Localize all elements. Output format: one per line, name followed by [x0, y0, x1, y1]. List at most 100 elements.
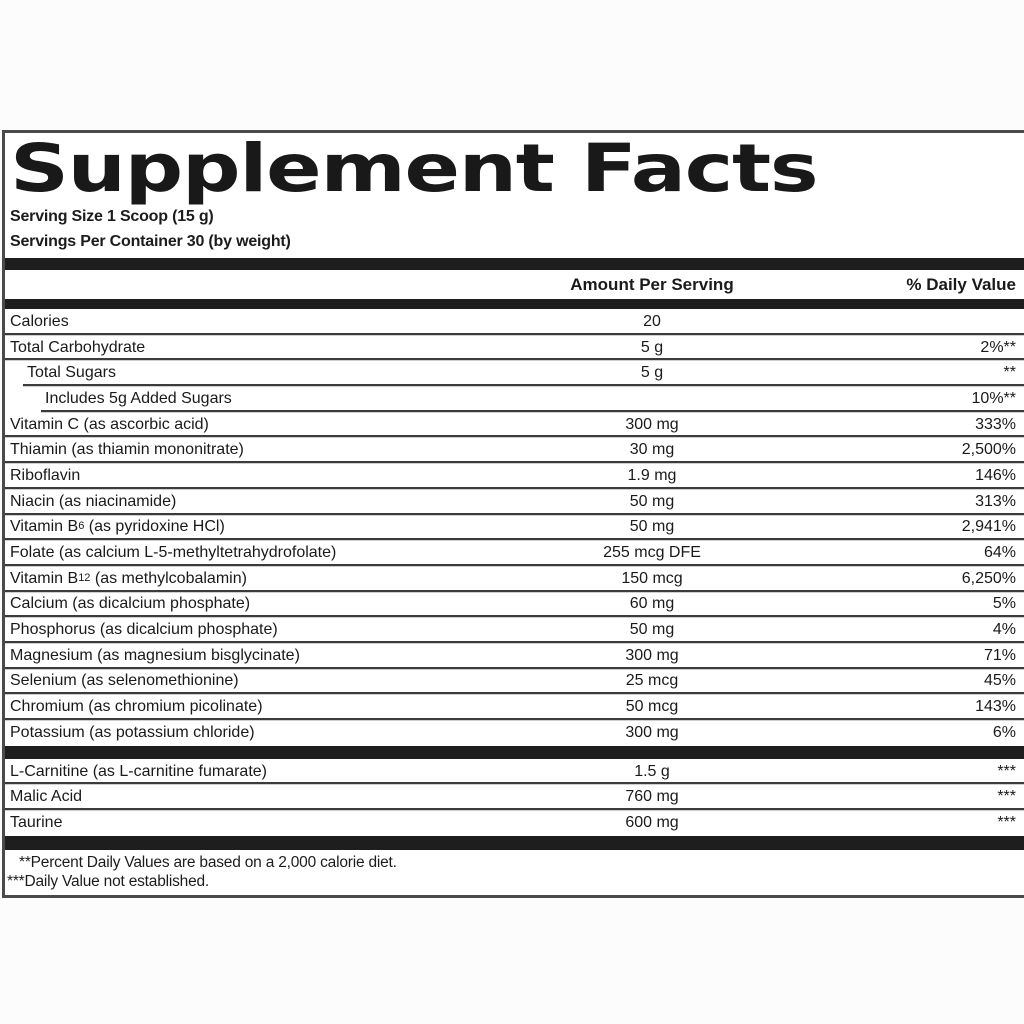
nutrient-name: Vitamin C (as ascorbic acid)	[5, 416, 492, 434]
nutrient-name: Vitamin B12 (as methylcobalamin)	[5, 570, 492, 588]
nutrient-name-text: Vitamin B	[10, 569, 79, 587]
nutrient-name: Potassium (as potassium chloride)	[5, 724, 492, 742]
amount-value: 255 mcg DFE	[603, 544, 701, 562]
amount-value: 300 mg	[625, 723, 679, 741]
nutrient-name-text: Total Carbohydrate	[10, 338, 146, 356]
amount-value: 1.5 g	[634, 762, 670, 780]
nutrient-row: Taurine 600 mg ***	[5, 810, 1024, 836]
amount-value: 25 mcg	[625, 672, 679, 690]
daily-value: ***	[997, 788, 1016, 806]
other-ingredients-table: L-Carnitine (as L-carnitine fumarate) 1.5…	[5, 759, 1024, 836]
nutrient-row: Chromium (as chromium picolinate) 50 mcg 1…	[5, 694, 1024, 720]
nutrient-row: Folate (as calcium L-5-methyltetrahydrof…	[5, 540, 1024, 566]
serving-size: Serving Size 1 Scoop (15 g)	[10, 208, 214, 225]
amount-value: 5 g	[640, 338, 664, 356]
nutrient-name-text: Riboflavin	[10, 466, 81, 484]
nutrient-name-detail: (as pyridoxine HCl)	[84, 518, 225, 536]
footnotes: **Percent Daily Values are based on a 2,…	[5, 850, 1024, 895]
nutrient-row: Vitamin B6 (as pyridoxine HCl) 50 mg 2,941…	[5, 515, 1024, 541]
nutrient-name-detail: (as methylcobalamin)	[90, 569, 247, 587]
amount-value: 30 mg	[629, 441, 675, 459]
column-header-row: Amount Per Serving % Daily Value	[5, 270, 1024, 299]
nutrient-name: Folate (as calcium L-5-methyltetrahydrof…	[5, 544, 492, 562]
nutrient-name-text: L-Carnitine (as L-carnitine fumarate)	[10, 762, 267, 780]
nutrient-name-text: Calcium (as dicalcium phosphate)	[10, 595, 251, 613]
nutrient-name: Total Carbohydrate	[5, 339, 492, 357]
nutrient-name-text: Potassium (as potassium chloride)	[10, 723, 255, 741]
nutrient-name: Magnesium (as magnesium bisglycinate)	[5, 647, 492, 665]
amount-value: 300 mg	[625, 415, 679, 433]
nutrient-row: Calcium (as dicalcium phosphate) 60 mg 5%	[5, 592, 1024, 618]
amount-value: 50 mcg	[625, 698, 679, 716]
nutrient-row: Total Sugars 5 g **	[5, 360, 1024, 386]
amount-value: 50 mg	[629, 518, 675, 536]
nutrient-name: Vitamin B6 (as pyridoxine HCl)	[5, 518, 492, 536]
nutrient-table: Calories 20 Total Carbohydrate 5 g 2%** Total…	[5, 309, 1024, 746]
nutrient-name: Includes 5g Added Sugars	[5, 390, 492, 408]
nutrient-row: Calories 20	[5, 309, 1024, 335]
thick-divider-bottom	[5, 835, 1024, 850]
thick-divider-middle	[5, 745, 1024, 759]
nutrient-name-subscript: 12	[78, 571, 91, 584]
amount-value: 760 mg	[625, 788, 679, 806]
serving-info: Serving Size 1 Scoop (15 g) Servings Per…	[5, 204, 1024, 254]
panel-title: Supplement Facts	[9, 130, 819, 207]
amount-per-serving-header: Amount Per Serving	[570, 274, 734, 294]
daily-value: 2,941%	[961, 518, 1016, 536]
amount-value: 50 mg	[629, 621, 675, 639]
footnote-daily-values: **Percent Daily Values are based on a 2,…	[19, 853, 397, 871]
amount-value: 5 g	[640, 364, 664, 382]
nutrient-row: Vitamin B12 (as methylcobalamin) 150 mcg 6…	[5, 566, 1024, 592]
amount-value: 50 mg	[629, 492, 675, 510]
amount-value: 1.9 mg	[627, 466, 677, 484]
daily-value: ***	[997, 813, 1016, 831]
nutrient-name-text: Selenium (as selenomethionine)	[10, 672, 239, 690]
nutrient-name-text: Vitamin B	[10, 518, 79, 536]
daily-value: 6%	[992, 723, 1016, 741]
amount-value: 60 mg	[629, 595, 675, 613]
nutrient-name: Riboflavin	[5, 467, 492, 485]
nutrient-row: Thiamin (as thiamin mononitrate) 30 mg 2,5…	[5, 437, 1024, 463]
nutrient-name: Selenium (as selenomethionine)	[5, 672, 492, 690]
servings-per-container: Servings Per Container 30 (by weight)	[10, 233, 291, 250]
nutrient-name-text: Vitamin C (as ascorbic acid)	[10, 415, 209, 433]
nutrient-row: Niacin (as niacinamide) 50 mg 313%	[5, 489, 1024, 515]
daily-value: 10%**	[971, 389, 1016, 407]
thick-divider-top	[5, 258, 1024, 270]
nutrient-row: Potassium (as potassium chloride) 300 mg 6…	[5, 720, 1024, 746]
supplement-facts-panel: Supplement Facts Serving Size 1 Scoop (1…	[2, 130, 1024, 898]
nutrient-name-text: Niacin (as niacinamide)	[10, 492, 177, 510]
daily-value: 6,250%	[961, 569, 1016, 587]
daily-value: 4%	[992, 621, 1016, 639]
amount-value: 300 mg	[625, 646, 679, 664]
nutrient-row: Total Carbohydrate 5 g 2%**	[5, 335, 1024, 361]
nutrient-row: Phosphorus (as dicalcium phosphate) 50 mg…	[5, 617, 1024, 643]
nutrient-name-text: Phosphorus (as dicalcium phosphate)	[10, 621, 278, 639]
nutrient-name-text: Includes 5g Added Sugars	[45, 389, 232, 407]
daily-value: ***	[997, 762, 1016, 780]
daily-value: 5%	[992, 595, 1016, 613]
nutrient-row: L-Carnitine (as L-carnitine fumarate) 1.5…	[5, 759, 1024, 785]
nutrient-name: Malic Acid	[5, 788, 492, 806]
nutrient-name: Calcium (as dicalcium phosphate)	[5, 595, 492, 613]
amount-value: 20	[643, 312, 661, 330]
daily-value: 143%	[975, 698, 1016, 716]
nutrient-name: Taurine	[5, 814, 492, 832]
nutrient-name-text: Calories	[10, 312, 69, 330]
thick-divider-header	[5, 299, 1024, 309]
nutrient-name: L-Carnitine (as L-carnitine fumarate)	[5, 763, 492, 781]
nutrient-name-text: Total Sugars	[27, 364, 116, 382]
nutrient-row: Selenium (as selenomethionine) 25 mcg 45%	[5, 669, 1024, 695]
daily-value: 71%	[983, 646, 1016, 664]
footnote-not-established: ***Daily Value not established.	[7, 872, 210, 890]
nutrient-row: Riboflavin 1.9 mg 146%	[5, 463, 1024, 489]
nutrient-name: Total Sugars	[5, 364, 492, 382]
nutrient-name: Phosphorus (as dicalcium phosphate)	[5, 621, 492, 639]
daily-value: 146%	[975, 466, 1016, 484]
nutrient-name: Calories	[5, 313, 492, 331]
daily-value-header: % Daily Value	[906, 274, 1016, 294]
nutrient-name-text: Malic Acid	[10, 788, 83, 806]
nutrient-row: Magnesium (as magnesium bisglycinate) 300…	[5, 643, 1024, 669]
nutrient-name: Thiamin (as thiamin mononitrate)	[5, 441, 492, 459]
